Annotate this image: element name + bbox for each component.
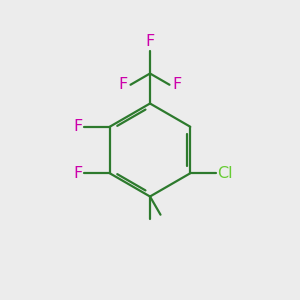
- Text: Cl: Cl: [217, 166, 233, 181]
- Text: F: F: [146, 34, 154, 50]
- Text: F: F: [119, 77, 128, 92]
- Text: F: F: [172, 77, 181, 92]
- Text: F: F: [73, 119, 82, 134]
- Text: F: F: [73, 166, 82, 181]
